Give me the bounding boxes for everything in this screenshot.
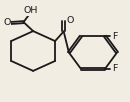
Text: F: F xyxy=(112,32,118,41)
Text: O: O xyxy=(67,16,74,25)
Text: F: F xyxy=(112,64,118,73)
Text: OH: OH xyxy=(24,6,38,15)
Text: O: O xyxy=(4,18,11,28)
